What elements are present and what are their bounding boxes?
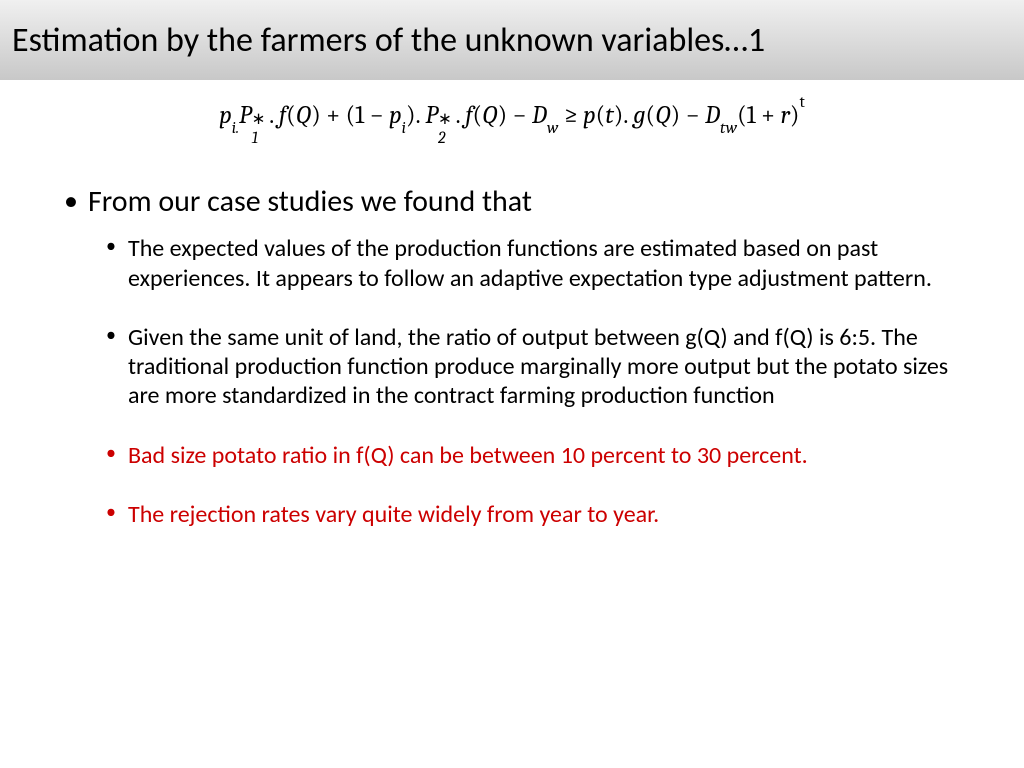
bullet-list-level2: The expected values of the production fu…: [88, 234, 964, 529]
sub-bullet: Bad size potato ratio in f(Q) can be bet…: [88, 441, 964, 470]
slide-body: From our case studies we found that The …: [0, 144, 1024, 529]
sub-bullet-text: Bad size potato ratio in f(Q) can be bet…: [128, 441, 808, 470]
equation-row: pi.P∗1. f(Q) + (1 − pi). P∗2. f(Q) − Dw …: [0, 80, 1024, 144]
sub-bullet-text: The rejection rates vary quite widely fr…: [128, 500, 659, 529]
sub-bullet: The rejection rates vary quite widely fr…: [88, 500, 964, 529]
sub-bullet: The expected values of the production fu…: [88, 234, 964, 293]
sub-bullet: Given the same unit of land, the ratio o…: [88, 323, 964, 411]
equation: pi.P∗1. f(Q) + (1 − pi). P∗2. f(Q) − Dw …: [219, 101, 805, 130]
lead-bullet-text: From our case studies we found that: [88, 183, 532, 220]
sub-bullet-text: Given the same unit of land, the ratio o…: [128, 323, 948, 411]
slide-title: Estimation by the farmers of the unknown…: [12, 20, 765, 61]
lead-bullet: From our case studies we found that The …: [60, 184, 964, 529]
sub-bullet-text: The expected values of the production fu…: [128, 234, 932, 292]
bullet-list-level1: From our case studies we found that The …: [60, 184, 964, 529]
title-bar: Estimation by the farmers of the unknown…: [0, 0, 1024, 80]
